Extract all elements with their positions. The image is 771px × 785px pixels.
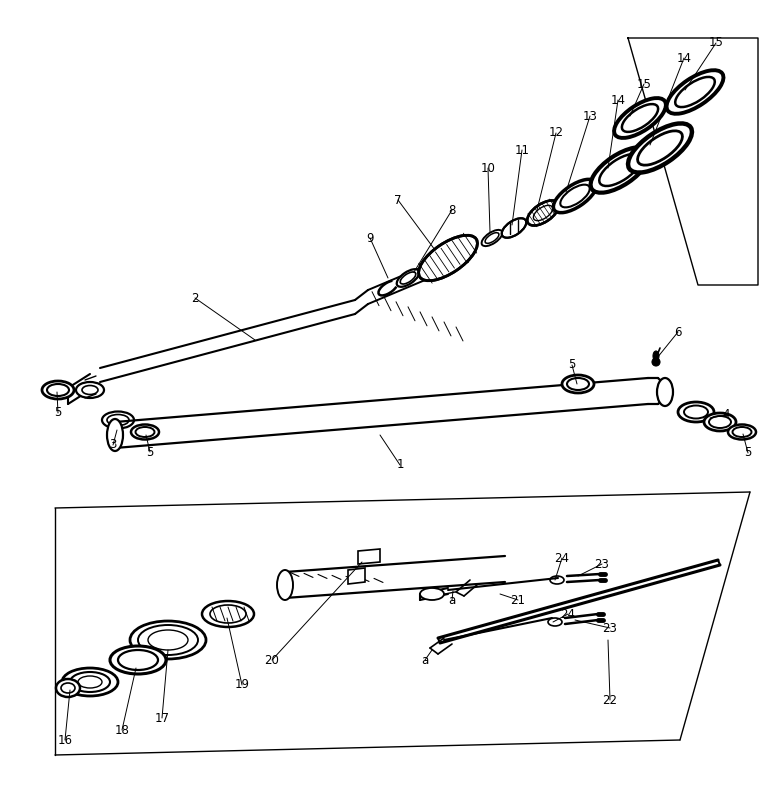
- Text: 2: 2: [191, 291, 199, 305]
- Ellipse shape: [107, 419, 123, 451]
- Ellipse shape: [548, 618, 562, 626]
- Text: 5: 5: [744, 447, 752, 459]
- Ellipse shape: [62, 668, 118, 696]
- Text: 4: 4: [722, 408, 729, 422]
- Text: 15: 15: [637, 78, 651, 90]
- Text: 19: 19: [234, 678, 250, 692]
- Ellipse shape: [667, 70, 723, 114]
- Ellipse shape: [76, 382, 104, 398]
- Ellipse shape: [110, 646, 166, 674]
- Text: 23: 23: [594, 557, 609, 571]
- Text: 24: 24: [561, 608, 575, 620]
- Ellipse shape: [502, 218, 527, 238]
- Ellipse shape: [277, 570, 293, 600]
- Ellipse shape: [130, 621, 206, 659]
- Text: 17: 17: [154, 711, 170, 725]
- Text: 10: 10: [480, 162, 496, 174]
- Ellipse shape: [42, 381, 74, 399]
- Text: a: a: [422, 653, 429, 666]
- Text: 12: 12: [548, 126, 564, 140]
- Text: 24: 24: [554, 552, 570, 564]
- Ellipse shape: [653, 351, 659, 361]
- Text: 14: 14: [676, 52, 692, 64]
- Polygon shape: [358, 549, 380, 564]
- Text: 3: 3: [109, 439, 116, 451]
- Ellipse shape: [202, 601, 254, 627]
- Ellipse shape: [550, 576, 564, 584]
- Text: 21: 21: [510, 593, 526, 607]
- Ellipse shape: [704, 413, 736, 431]
- Text: 13: 13: [583, 109, 598, 122]
- Text: 7: 7: [394, 193, 402, 206]
- Ellipse shape: [628, 123, 692, 173]
- Text: 5: 5: [54, 407, 62, 419]
- Ellipse shape: [591, 148, 649, 193]
- Text: 16: 16: [58, 733, 72, 747]
- Ellipse shape: [527, 200, 559, 225]
- Ellipse shape: [678, 402, 714, 422]
- Text: 15: 15: [709, 36, 723, 49]
- Ellipse shape: [102, 411, 134, 429]
- Ellipse shape: [562, 375, 594, 393]
- Polygon shape: [348, 568, 365, 584]
- Ellipse shape: [56, 679, 80, 697]
- Ellipse shape: [419, 236, 477, 281]
- Ellipse shape: [614, 98, 666, 138]
- Ellipse shape: [728, 425, 756, 440]
- Ellipse shape: [554, 179, 597, 213]
- Ellipse shape: [397, 269, 419, 287]
- Text: 11: 11: [514, 144, 530, 156]
- Text: a: a: [449, 593, 456, 607]
- Text: 1: 1: [396, 458, 404, 472]
- Ellipse shape: [652, 358, 660, 366]
- Text: 5: 5: [146, 446, 153, 458]
- Ellipse shape: [420, 588, 444, 600]
- Text: 23: 23: [603, 622, 618, 634]
- Text: 5: 5: [568, 359, 576, 371]
- Text: 20: 20: [264, 653, 279, 666]
- Text: 18: 18: [115, 724, 130, 736]
- Text: 22: 22: [602, 693, 618, 706]
- Ellipse shape: [657, 378, 673, 406]
- Ellipse shape: [482, 230, 503, 246]
- Text: 9: 9: [366, 232, 374, 244]
- Ellipse shape: [131, 425, 159, 440]
- Text: 8: 8: [448, 203, 456, 217]
- Text: 6: 6: [675, 326, 682, 338]
- Text: 14: 14: [611, 93, 625, 107]
